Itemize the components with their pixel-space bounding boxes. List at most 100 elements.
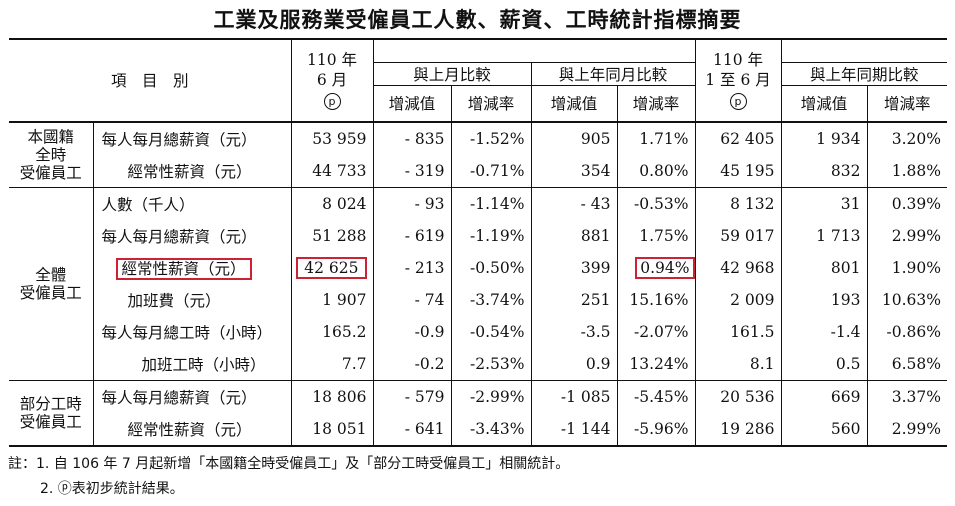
table-row: 部分工時 受僱員工 每人每月總薪資（元） 18 806- 579 -2.99% -1 08… <box>9 380 948 447</box>
cell-d3: 193 <box>780 283 868 316</box>
row-item-label: 每人每月總薪資（元） <box>92 121 292 155</box>
table-row: 經常性薪資（元） 44 733- 319 -0.71% 354 0.80% 45 195 8… <box>9 154 948 188</box>
header-change-rate: 增減率 <box>616 85 696 123</box>
cell-r1: -2.99% <box>450 380 532 413</box>
cell-d2: -3.5 <box>530 315 618 348</box>
highlight-box: 42 625 <box>296 256 367 279</box>
cell-r2: 1.75% <box>616 219 696 252</box>
table-row: 經常性薪資（元） 42 625- 213 -0.50% 399 0.94% 42 968 8… <box>9 251 948 284</box>
cell-v1: 165.2 <box>290 315 374 348</box>
cell-r3: 2.99% <box>866 219 948 252</box>
cell-v2: 20 536 <box>694 380 782 413</box>
header-period2: 110 年 1 至 6 月 p <box>694 38 782 123</box>
table-row: 每人每月總工時（小時） 165.2 -0.9 -0.54% -3.5 -2.07% 161.… <box>9 315 948 348</box>
cell-v2: 8 132 <box>694 187 782 220</box>
cell-d3: 560 <box>780 412 868 447</box>
highlight-box: 0.94% <box>635 256 695 279</box>
cell-d1: - 619 <box>372 219 452 252</box>
row-item-label: 加班工時（小時） <box>92 347 292 381</box>
cell-v2: 45 195 <box>694 154 782 188</box>
cell-v1: 8 024 <box>290 187 374 220</box>
statistics-table: 項 目 別 110 年 6 月 p 110 年 1 至 6 月 p 與上月比較 … <box>9 38 948 447</box>
cell-d3: -1.4 <box>780 315 868 348</box>
cell-d2: 354 <box>530 154 618 188</box>
header-change-rate: 增減率 <box>450 85 532 123</box>
cell-d2: -1 144 <box>530 412 618 447</box>
cell-r2: 15.16% <box>616 283 696 316</box>
cell-r1: -1.19% <box>450 219 532 252</box>
cell-v2: 161.5 <box>694 315 782 348</box>
cell-v1: 53 959 <box>290 121 374 155</box>
row-item-label: 每人每月總薪資（元） <box>92 219 292 252</box>
cell-r2: -0.53% <box>616 187 696 220</box>
cell-r3: 1.88% <box>866 154 948 188</box>
cell-d3: 1 713 <box>780 219 868 252</box>
cell-d3: 0.5 <box>780 347 868 381</box>
cell-r3: 2.99% <box>866 412 948 447</box>
preliminary-symbol: p <box>323 93 341 111</box>
group-label: 全體 受僱員工 <box>9 187 93 381</box>
cell-r3: 0.39% <box>866 187 948 220</box>
cell-r2: 0.94% <box>616 251 696 284</box>
cell-d1: - 74 <box>372 283 452 316</box>
group-label: 本國籍 全時 受僱員工 <box>9 121 93 188</box>
table-row: 全體 受僱員工 人數（千人） 8 024- 93 -1.14% - 43 -0.53% 8 1… <box>9 187 948 381</box>
table-row: 本國籍 全時 受僱員工 每人每月總薪資（元） 53 959- 835 -1.52% 905 1… <box>9 121 948 188</box>
cell-d2: 0.9 <box>530 347 618 381</box>
cell-d2: 905 <box>530 121 618 155</box>
cell-d3: 1 934 <box>780 121 868 155</box>
group-label: 部分工時 受僱員工 <box>9 380 93 447</box>
cell-d2: 881 <box>530 219 618 252</box>
table-row: 每人每月總薪資（元） 51 288- 619 -1.19% 881 1.75% 59 01… <box>9 219 948 252</box>
cell-r3: 10.63% <box>866 283 948 316</box>
cell-d2: 399 <box>530 251 618 284</box>
table-row: 加班工時（小時） 7.7 -0.2 -2.53% 0.9 13.24% 8.1 0.5 6.58… <box>9 347 948 381</box>
cell-v1: 42 625 <box>290 251 374 284</box>
cell-d2: - 43 <box>530 187 618 220</box>
cell-d3: 832 <box>780 154 868 188</box>
cell-d1: - 213 <box>372 251 452 284</box>
cell-r3: 3.20% <box>866 121 948 155</box>
header-item: 項 目 別 <box>9 38 292 123</box>
table-header: 項 目 別 110 年 6 月 p 110 年 1 至 6 月 p 與上月比較 … <box>9 38 948 123</box>
cell-v2: 19 286 <box>694 412 782 447</box>
header-vs-same-month: 與上年同月比較 <box>530 62 696 86</box>
cell-d1: - 835 <box>372 121 452 155</box>
header-change-value: 增減值 <box>372 85 452 123</box>
table-row: 加班費（元） 1 907- 74 -3.74% 251 15.16% 2 009 193 10… <box>9 283 948 316</box>
cell-d1: - 93 <box>372 187 452 220</box>
cell-r1: -1.52% <box>450 121 532 155</box>
header-change-value: 增減值 <box>530 85 618 123</box>
cell-r1: -0.50% <box>450 251 532 284</box>
cell-r1: -0.54% <box>450 315 532 348</box>
footnote: 2. ⓟ表初步統計結果。 <box>40 481 184 497</box>
row-item-label: 經常性薪資（元） <box>92 154 292 188</box>
cell-r1: -2.53% <box>450 347 532 381</box>
row-item-label: 加班費（元） <box>92 283 292 316</box>
cell-r3: 6.58% <box>866 347 948 381</box>
table-row: 經常性薪資（元） 18 051- 641 -3.43% -1 144 -5.96% 19 … <box>9 412 948 447</box>
cell-d2: -1 085 <box>530 380 618 413</box>
cell-r2: -5.96% <box>616 412 696 447</box>
header-vs-same-period: 與上年同期比較 <box>780 62 948 86</box>
header-period1: 110 年 6 月 p <box>290 38 374 123</box>
cell-v2: 62 405 <box>694 121 782 155</box>
cell-d1: -0.2 <box>372 347 452 381</box>
table-body: 本國籍 全時 受僱員工 每人每月總薪資（元） 53 959- 835 -1.52% 905 1… <box>9 121 948 447</box>
cell-v1: 7.7 <box>290 347 374 381</box>
cell-r1: -3.43% <box>450 412 532 447</box>
row-item-label: 每人每月總薪資（元） <box>92 380 292 413</box>
row-item-label: 經常性薪資（元） <box>92 412 292 447</box>
cell-r3: 1.90% <box>866 251 948 284</box>
cell-v2: 8.1 <box>694 347 782 381</box>
cell-r2: -2.07% <box>616 315 696 348</box>
cell-r1: -0.71% <box>450 154 532 188</box>
cell-v1: 44 733 <box>290 154 374 188</box>
header-change-value: 增減值 <box>780 85 868 123</box>
cell-d1: - 641 <box>372 412 452 447</box>
cell-r3: 3.37% <box>866 380 948 413</box>
cell-d1: - 319 <box>372 154 452 188</box>
table-title: 工業及服務業受僱員工人數、薪資、工時統計指標摘要 <box>213 8 742 32</box>
preliminary-symbol: p <box>729 93 747 111</box>
cell-d2: 251 <box>530 283 618 316</box>
